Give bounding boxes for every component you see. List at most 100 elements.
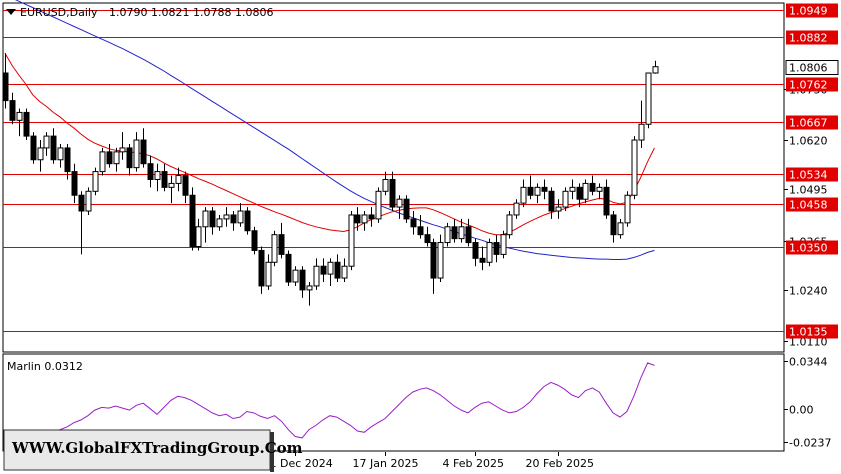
bear-candle [209, 210, 216, 228]
bull-candle [569, 186, 576, 192]
bull-candle [327, 261, 334, 275]
bull-candle [237, 210, 244, 224]
oscillator-tick-label: 0.0344 [789, 356, 828, 369]
candles [2, 53, 659, 306]
bear-candle [106, 151, 113, 165]
current-price-label: 1.0806 [789, 62, 828, 75]
level-label-box [786, 3, 838, 18]
current-price-box [785, 60, 839, 75]
indicator-panel-frame [2, 353, 785, 452]
bear-candle [278, 234, 285, 255]
bull-candle [195, 226, 202, 248]
bull-candle [113, 151, 120, 165]
bear-candle [182, 175, 189, 196]
bear-candle [541, 186, 548, 192]
oscillator-axis: 0.0344 0.00 -0.0237 [784, 356, 831, 450]
bear-candle [576, 186, 583, 200]
bull-candle [361, 214, 368, 224]
bear-candle [610, 214, 617, 236]
bull-candle [133, 139, 140, 169]
bull-candle [341, 265, 348, 279]
indicator-label: Marlin 0.0312 [7, 360, 83, 373]
bear-candle [78, 194, 85, 212]
bear-candle [417, 226, 424, 236]
level-label: 1.0350 [789, 242, 828, 255]
bear-candle [368, 214, 375, 220]
bear-candle [258, 249, 265, 287]
watermark-shadow [270, 432, 274, 472]
bull-candle [348, 214, 355, 267]
bull-candle [617, 222, 624, 236]
date-tick-label: 20 Feb 2025 [526, 457, 594, 470]
bull-candle [99, 151, 106, 173]
bull-candle [168, 182, 175, 188]
watermark-text: WWW.GlobalFXTradingGroup.Com [11, 439, 303, 457]
slow-moving-average-line [14, 0, 655, 260]
bull-candle [513, 202, 520, 216]
bear-candle [71, 171, 78, 196]
bull-candle [313, 265, 320, 287]
bull-candle [631, 139, 638, 196]
bear-candle [126, 147, 133, 169]
bear-candle [493, 242, 500, 255]
bull-candle [624, 194, 631, 224]
bear-candle [50, 135, 57, 161]
bull-candle [486, 242, 493, 263]
date-tick-label: 31 Dec 2024 [263, 457, 333, 470]
bear-candle [140, 139, 147, 165]
bear-candle [389, 178, 396, 208]
bull-candle [92, 171, 99, 192]
oscillator-tick-label: -0.0237 [789, 437, 831, 450]
bear-candle [147, 163, 154, 180]
bull-candle [396, 198, 403, 208]
bear-candle [479, 257, 486, 263]
bear-candle [320, 265, 327, 275]
bear-candle [548, 190, 555, 212]
bull-candle [265, 261, 272, 287]
bull-candle [638, 123, 645, 141]
date-axis: 31 Dec 2024 17 Jan 2025 4 Feb 2025 20 Feb 2… [263, 452, 594, 470]
watermark-box [3, 429, 271, 471]
level-label-box [786, 197, 838, 212]
level-label: 1.0534 [789, 169, 828, 182]
bear-candle [424, 234, 431, 244]
bear-candle [403, 198, 410, 220]
bull-candle [154, 171, 161, 180]
bull-candle [500, 234, 507, 255]
bull-candle [202, 210, 209, 228]
bull-candle [437, 242, 444, 279]
bull-candle [16, 111, 23, 121]
price-tick-label: 1.0495 [789, 184, 828, 197]
price-tick-label: 1.0620 [789, 135, 828, 148]
bear-candle [410, 218, 417, 228]
level-label-box [786, 324, 838, 339]
level-label: 1.0458 [789, 199, 828, 212]
level-label: 1.0882 [789, 32, 828, 45]
level-labels: 1.0949 1.0882 1.0762 1.0667 1.0534 1.0458 1.03… [785, 3, 839, 339]
fast-moving-average-line [4, 53, 655, 236]
price-panel-frame [2, 2, 785, 353]
price-tick-label: 1.0240 [789, 285, 828, 298]
bear-candle [2, 72, 9, 102]
bear-candle [23, 111, 30, 137]
oscillator [4, 362, 655, 456]
date-tick-label: 17 Jan 2025 [353, 457, 419, 470]
bull-candle [85, 190, 92, 212]
bull-candle [382, 178, 389, 192]
bull-candle [652, 66, 659, 74]
bear-candle [64, 147, 71, 173]
oscillator-tick-label: 0.00 [789, 404, 814, 417]
bear-candle [451, 226, 458, 240]
bull-candle [562, 190, 569, 208]
level-label: 1.0949 [789, 5, 828, 18]
moving-averages [4, 0, 655, 260]
bear-candle [527, 186, 534, 196]
bull-candle [216, 218, 223, 228]
bear-candle [161, 171, 168, 188]
level-label-box [786, 115, 838, 130]
level-label-box [786, 240, 838, 255]
bull-candle [119, 147, 126, 153]
collapse-triangle-icon[interactable] [6, 9, 16, 15]
chart-header-symbol: EURUSD,Daily [20, 6, 98, 19]
